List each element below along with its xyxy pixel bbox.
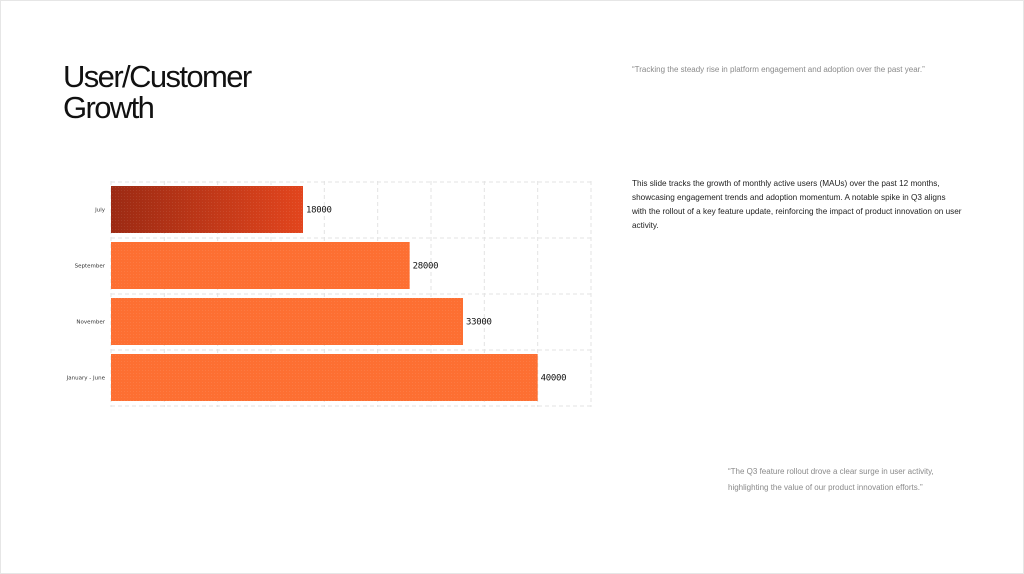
- bar-texture: [111, 354, 538, 401]
- bar-texture: [111, 186, 303, 233]
- value-label: 28000: [413, 262, 439, 272]
- value-label: 40000: [541, 374, 567, 384]
- chart-grid: [110, 181, 592, 407]
- top-quote: “Tracking the steady rise in platform en…: [632, 65, 925, 74]
- value-label: 18000: [306, 206, 332, 216]
- chart-labels: July 18000 September 28000 November 33000 Janu…: [66, 206, 567, 384]
- category-label: September: [75, 264, 106, 270]
- value-label: 33000: [466, 318, 492, 328]
- category-label: November: [76, 320, 105, 326]
- slide-title-line-1: User/Customer: [63, 59, 252, 94]
- slide-title-line-2: Growth: [63, 90, 155, 125]
- description-text: This slide tracks the growth of monthly …: [632, 179, 962, 230]
- bar-texture: [111, 298, 463, 345]
- chart-bars: [111, 186, 538, 401]
- category-label: January - June: [66, 376, 106, 382]
- category-label: July: [94, 208, 106, 214]
- slide-title: User/Customer Growth: [63, 61, 363, 123]
- bottom-quote: “The Q3 feature rollout drove a clear su…: [728, 467, 934, 492]
- bar-texture: [111, 242, 410, 289]
